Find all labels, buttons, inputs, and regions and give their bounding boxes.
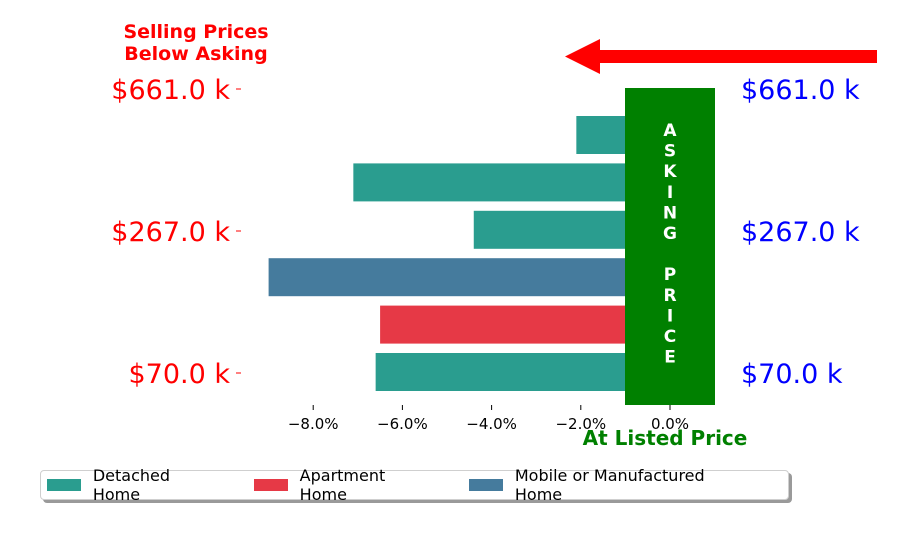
x-tick-label: −8.0% [288, 415, 339, 433]
x-tick-label: −2.0% [555, 415, 606, 433]
x-axis-ticks: −8.0% −6.0% −4.0% −2.0% 0.0% [288, 405, 689, 433]
band-letter: I [667, 183, 673, 203]
below-asking-arrow [565, 39, 877, 74]
band-letter: K [663, 162, 677, 182]
legend-item: Apartment Home [253, 466, 437, 504]
band-letter: R [663, 286, 676, 306]
x-tick-label: 0.0% [651, 415, 689, 433]
band-letter: N [663, 203, 677, 223]
y-tick-label-right: $267.0 k [741, 217, 860, 248]
legend-swatch [47, 479, 81, 491]
legend-label: Mobile or Manufactured Home [514, 466, 705, 504]
legend-swatch [469, 479, 503, 491]
legend-label: Apartment Home [299, 466, 386, 504]
y-tick-label-left: $70.0 k [128, 359, 230, 390]
legend-label: Detached Home [92, 466, 171, 504]
x-tick-label: −4.0% [466, 415, 517, 433]
band-letter: S [664, 142, 676, 162]
band-letter: A [663, 121, 677, 141]
band-letter: P [664, 265, 676, 285]
annotation-line-2: Below Asking [124, 43, 267, 65]
asking-price-band [625, 88, 715, 405]
bar [353, 163, 670, 202]
y-tick-label-left: $661.0 k [111, 75, 230, 106]
bar [380, 305, 670, 344]
legend-item: Detached Home [47, 466, 222, 504]
bar [375, 353, 670, 391]
legend-swatch [253, 479, 288, 491]
y-tick-label-left: $267.0 k [111, 217, 230, 248]
y-tick-label-right: $70.0 k [741, 359, 843, 390]
legend: Detached Home Apartment Home Mobile or Man… [40, 466, 789, 504]
legend-item: Mobile or Manufactured Home [469, 466, 756, 504]
annotation-line-1: Selling Prices [123, 21, 268, 43]
band-letter: I [667, 306, 673, 326]
bars-group [268, 116, 670, 391]
at-listed-price-label: At Listed Price [583, 426, 748, 450]
band-letter: E [664, 348, 676, 368]
band-letter: G [663, 224, 677, 244]
bar [268, 258, 670, 297]
y-tick-label-right: $661.0 k [741, 75, 860, 106]
x-tick-label: −6.0% [377, 415, 428, 433]
band-letter: C [664, 327, 676, 347]
